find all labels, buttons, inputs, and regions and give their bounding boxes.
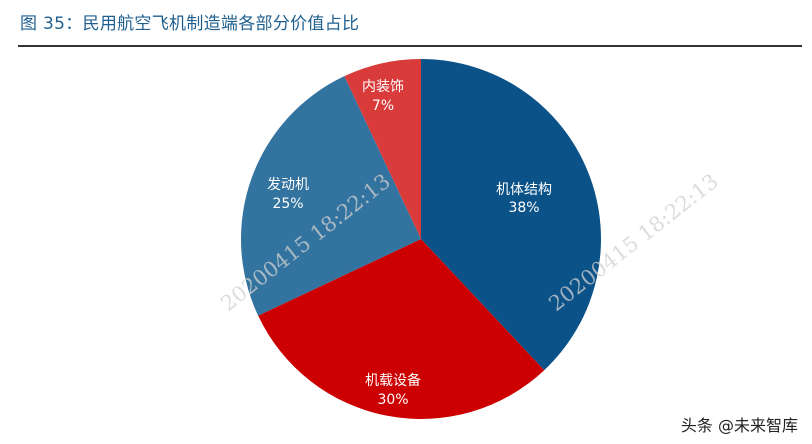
label-name: 内装饰	[362, 79, 404, 95]
title-divider	[18, 45, 802, 47]
label-pct: 30%	[377, 392, 408, 408]
chart-title: 图 35：民用航空飞机制造端各部分价值占比	[20, 14, 360, 34]
pie-slices	[241, 59, 602, 420]
label-name: 机载设备	[365, 372, 421, 389]
label-pct: 38%	[508, 200, 539, 216]
source-credit: 头条 @未来智库	[680, 416, 798, 435]
label-name: 发动机	[267, 177, 309, 193]
label-pct: 25%	[272, 196, 303, 212]
label-name: 机体结构	[496, 182, 552, 198]
slice-airframe	[421, 59, 602, 371]
slice-interior	[344, 59, 421, 239]
slice-label-airframe: 机体结构 38%	[496, 182, 552, 216]
label-pct: 7%	[372, 98, 394, 114]
slice-label-equipment: 机载设备 30%	[365, 372, 421, 408]
slice-label-engine: 发动机 25%	[267, 177, 309, 212]
slice-engine	[241, 76, 421, 316]
slice-equipment	[258, 239, 545, 420]
slice-label-interior: 内装饰 7%	[362, 79, 404, 114]
